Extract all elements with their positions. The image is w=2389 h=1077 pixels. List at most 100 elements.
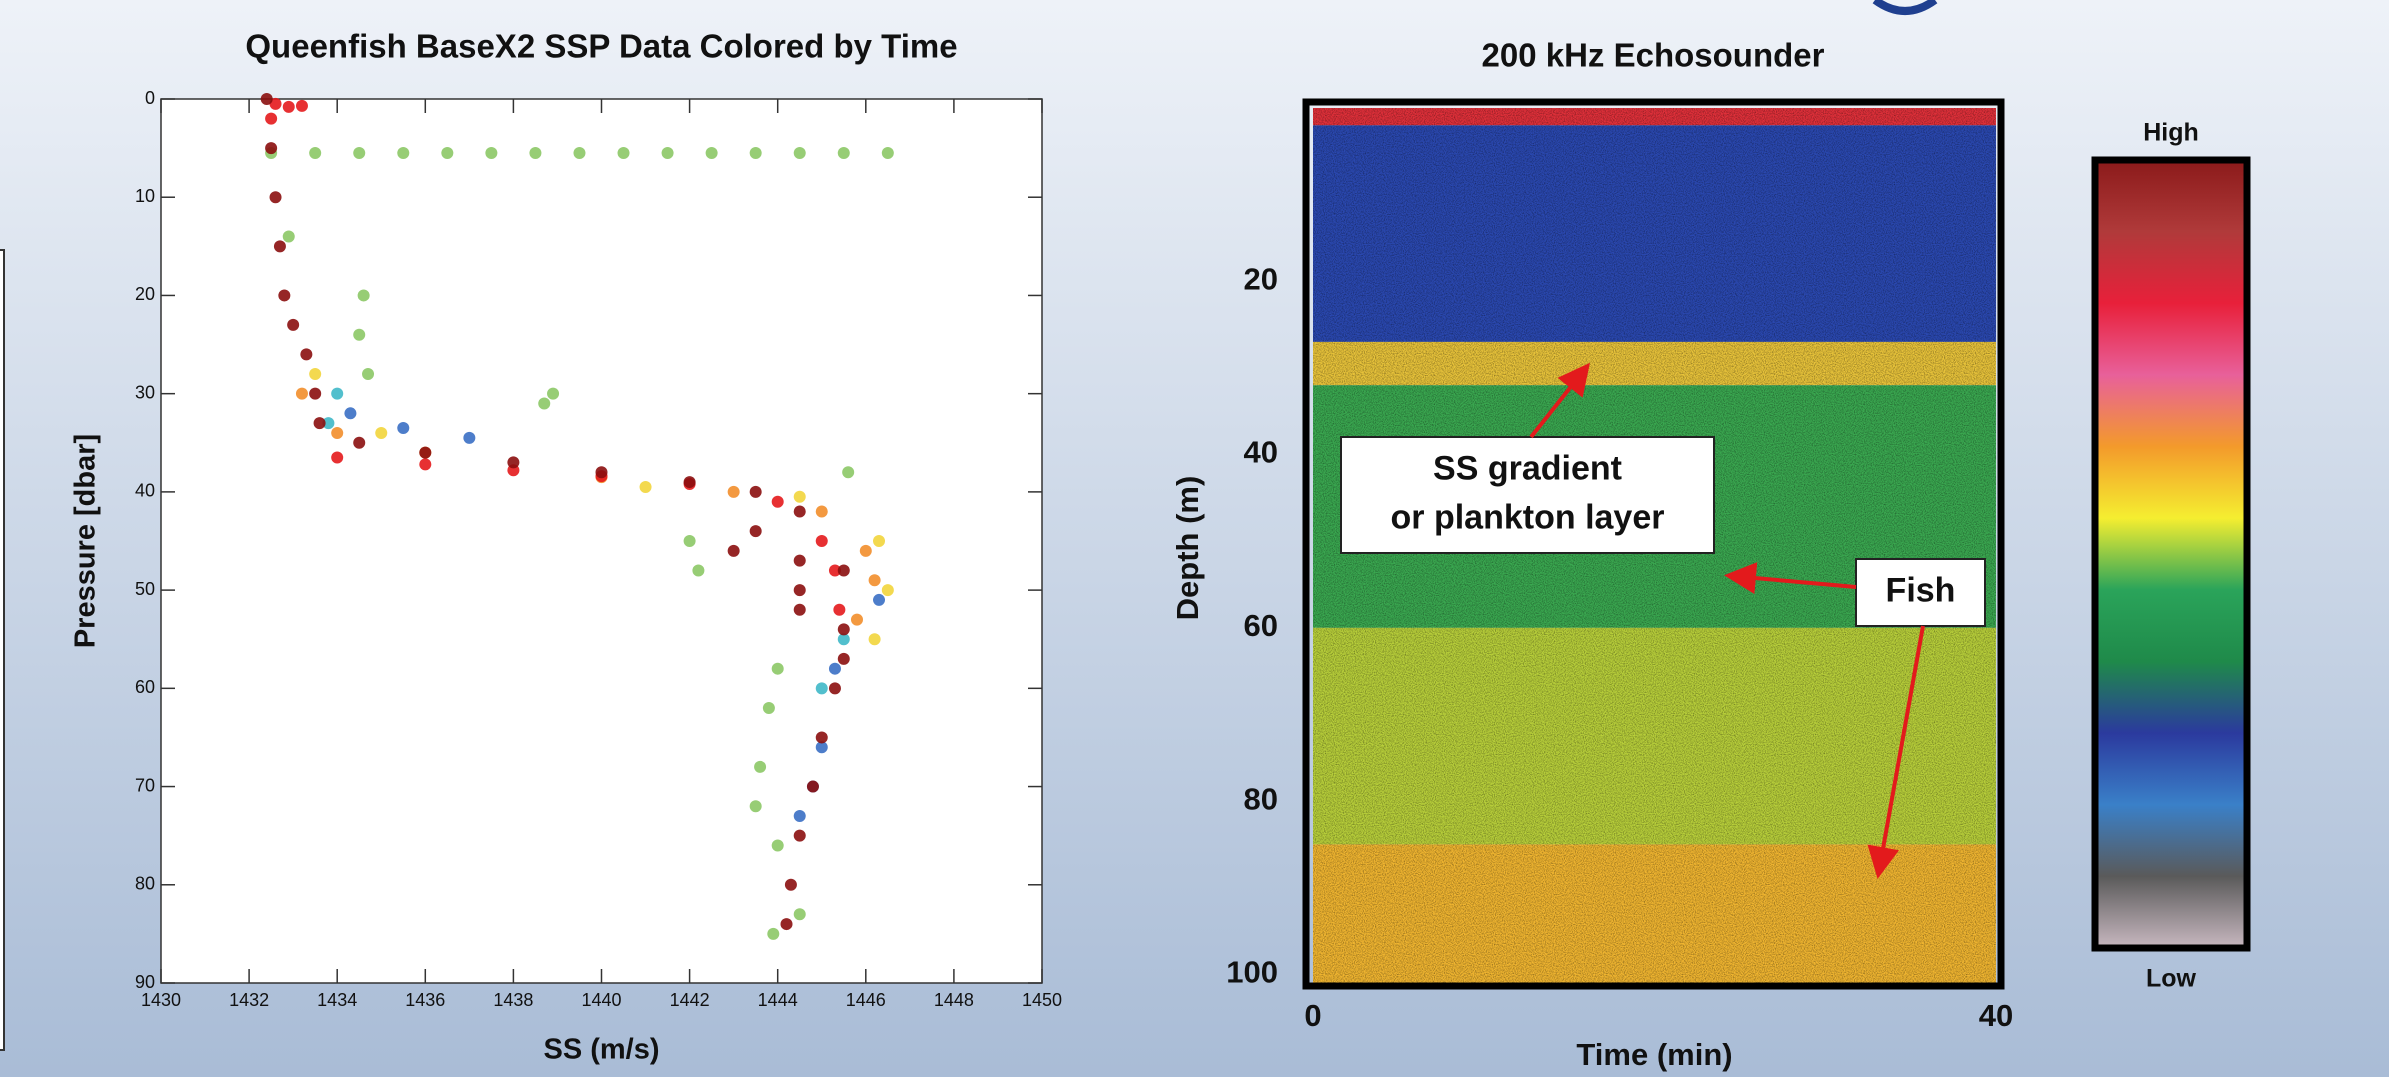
data-point — [485, 147, 498, 160]
data-point — [705, 147, 718, 160]
data-point — [873, 593, 886, 606]
y-tick-label: 70 — [135, 775, 155, 795]
data-point — [881, 584, 894, 597]
data-point — [749, 485, 762, 498]
data-point — [353, 147, 366, 160]
x-tick-label: 1448 — [934, 990, 974, 1010]
data-point — [837, 147, 850, 160]
data-point — [815, 505, 828, 518]
cropped-panel — [0, 249, 5, 1051]
data-point — [507, 456, 520, 469]
data-point — [529, 147, 542, 160]
data-point — [837, 564, 850, 577]
data-point — [661, 147, 674, 160]
y-tick-label: 40 — [1244, 435, 1278, 470]
data-point — [265, 112, 278, 125]
data-point — [749, 525, 762, 538]
echogram-chart: 200 kHz Echosounder Time (min) Depth (m) 0 4… — [1170, 37, 2251, 1072]
ssp-chart: Queenfish BaseX2 SSP Data Colored by Tim… — [70, 28, 1062, 1066]
plot-area — [160, 98, 1043, 984]
data-point — [278, 289, 291, 302]
x-tick-label: 1438 — [493, 990, 533, 1010]
data-point — [793, 505, 806, 518]
data-point — [837, 652, 850, 665]
data-point — [269, 97, 282, 110]
annotation-box — [1855, 558, 1986, 627]
y-tick-label: 0 — [145, 88, 155, 108]
data-point — [873, 535, 886, 547]
x-axis-label: SS (m/s) — [543, 1034, 659, 1066]
data-point — [269, 191, 282, 204]
y-tick-label: 20 — [135, 284, 155, 304]
echogram-frame — [1302, 98, 2005, 990]
annotation-arrow — [1529, 362, 1590, 439]
data-point — [762, 701, 775, 714]
data-point — [837, 633, 850, 646]
data-point — [859, 544, 872, 557]
data-point — [771, 495, 784, 508]
data-point — [282, 100, 295, 113]
data-point — [265, 142, 278, 155]
data-point — [357, 289, 370, 302]
data-point — [868, 574, 881, 587]
data-point — [793, 584, 806, 597]
data-point — [815, 682, 828, 695]
data-point — [260, 93, 273, 105]
data-point — [419, 446, 432, 459]
y-tick-label: 80 — [135, 874, 155, 894]
annotation-arrow — [1724, 562, 1857, 595]
data-point — [833, 603, 846, 616]
data-point — [828, 564, 841, 577]
y-tick-label: 30 — [135, 382, 155, 402]
data-point — [868, 633, 881, 646]
data-point — [273, 240, 286, 253]
data-point — [617, 147, 630, 160]
data-point — [331, 387, 344, 400]
data-point — [793, 908, 806, 921]
data-point — [295, 387, 308, 400]
y-tick-label: 60 — [135, 677, 155, 697]
data-point — [850, 613, 863, 626]
data-point — [295, 99, 308, 112]
data-point — [842, 466, 855, 479]
data-point — [828, 662, 841, 675]
y-axis-label: Pressure [dbar] — [70, 434, 102, 648]
data-point — [828, 682, 841, 695]
y-tick-label: 40 — [135, 481, 155, 501]
data-point — [309, 368, 322, 381]
data-point — [353, 436, 366, 449]
y-tick-label: 50 — [135, 579, 155, 599]
x-tick-label: 1430 — [141, 990, 181, 1010]
x-tick-label: 1442 — [670, 990, 710, 1010]
colorbar-high-label: High — [2143, 119, 2199, 147]
data-point — [692, 564, 705, 577]
data-point — [815, 741, 828, 754]
data-point — [683, 535, 696, 547]
data-point — [331, 451, 344, 464]
x-tick-label: 1450 — [1022, 990, 1062, 1010]
y-axis-label: Depth (m) — [1170, 476, 1205, 621]
x-axis-label: Time (min) — [1576, 1037, 1732, 1072]
data-point — [313, 417, 326, 430]
data-point — [815, 731, 828, 744]
data-point — [767, 927, 780, 940]
x-tick-label: 1446 — [846, 990, 886, 1010]
data-point — [441, 147, 454, 160]
chart-title: 200 kHz Echosounder — [1482, 37, 1825, 74]
annotation-box — [1340, 436, 1715, 554]
data-point — [806, 780, 819, 793]
data-point — [754, 760, 767, 773]
data-point — [309, 387, 322, 400]
data-point — [793, 147, 806, 160]
data-point — [771, 662, 784, 675]
data-point — [322, 417, 335, 430]
y-tick-label: 100 — [1226, 955, 1278, 990]
logo-fragment — [1872, 0, 1938, 15]
y-tick-label: 80 — [1244, 781, 1278, 816]
annotation-arrow — [1867, 625, 1925, 879]
x-tick-label: 1436 — [405, 990, 445, 1010]
data-point — [344, 407, 357, 420]
annotation-text: SS gradient — [1433, 449, 1622, 487]
chart-title: Queenfish BaseX2 SSP Data Colored by Tim… — [245, 28, 957, 65]
